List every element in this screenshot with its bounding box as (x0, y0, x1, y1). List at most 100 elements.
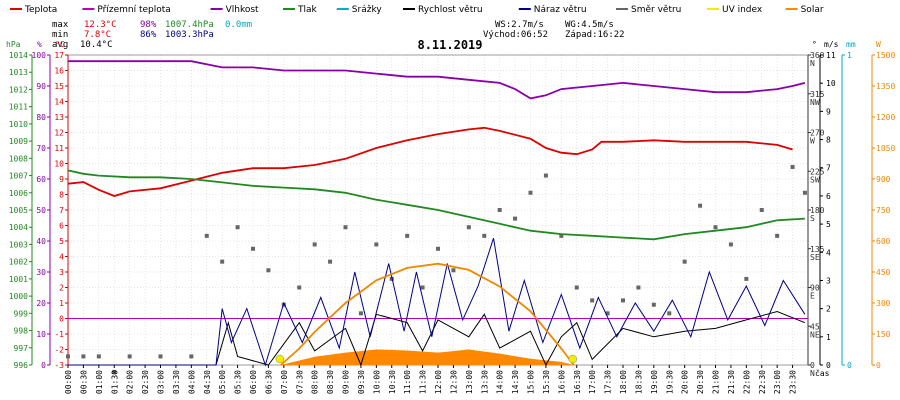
humidity-tick-label: 30 (36, 268, 46, 277)
temperature-tick-label: 1 (59, 299, 64, 308)
direction-compass-label: S (810, 214, 815, 223)
stat-min-temp: 7.8°C (84, 30, 111, 40)
temperature-tick-label: 16 (54, 67, 64, 76)
x-tick-label: 04:00 (187, 370, 196, 394)
wind-direction-point (682, 259, 687, 264)
stat-avg-temp: 10.4°C (80, 40, 113, 50)
legend-label: Vlhkost (226, 5, 259, 15)
sunset-info: Západ:16:22 (565, 30, 625, 40)
temperature-tick-label: 13 (54, 113, 64, 122)
wind-tick-label: 11 (826, 51, 836, 60)
x-axis-label: čas (815, 368, 830, 378)
legend-label: Náraz větru (534, 5, 587, 15)
direction-tick-label: 90 (810, 284, 820, 293)
direction-compass-label: W (810, 137, 815, 146)
stat-max-temp: 12.3°C (84, 20, 117, 30)
direction-tick-label: 360 (810, 51, 825, 60)
x-tick-label: 09:30 (357, 370, 366, 394)
pressure-tick-label: 1000 (9, 292, 28, 301)
wind-direction-point (96, 354, 101, 359)
wind-direction-point (559, 233, 564, 238)
x-tick-label: 08:30 (326, 370, 335, 394)
pressure-tick-label: 999 (14, 309, 29, 318)
temperature-tick-label: 5 (59, 237, 64, 246)
wind-direction-point (66, 354, 70, 359)
legend-label: Tlak (297, 5, 318, 15)
x-tick-label: 05:30 (234, 370, 243, 394)
x-tick-label: 04:30 (203, 370, 212, 394)
wind-direction-point (112, 369, 117, 374)
wind-tick-label: 0 (826, 361, 831, 370)
wind-tick-label: 6 (826, 192, 831, 201)
direction-compass-label: E (810, 292, 815, 301)
x-tick-label: 19:30 (665, 370, 674, 394)
stat-max-press: 1007.4hPa (165, 20, 214, 30)
x-tick-label: 00:00 (64, 370, 73, 394)
stat-min-hum: 86% (140, 30, 157, 40)
direction-tick-label: 270 (810, 129, 825, 138)
temperature-tick-label: -2 (54, 346, 64, 355)
solar-tick-label: 150 (876, 330, 891, 339)
x-tick-label: 07:30 (295, 370, 304, 394)
x-tick-label: 20:30 (696, 370, 705, 394)
stats-block: max 12.3°C 98% 1007.4hPa 0.0mm min 7.8°C… (52, 20, 625, 50)
wind-direction-point (451, 268, 456, 273)
direction-compass-label: SW (810, 175, 820, 184)
x-tick-label: 06:30 (264, 370, 273, 394)
stat-max-hum: 98% (140, 20, 157, 30)
stat-max-label: max (52, 20, 69, 30)
wind-direction-point (466, 225, 471, 230)
x-tick-label: 05:00 (218, 370, 227, 394)
sunrise-info: Východ:06:52 (483, 30, 548, 40)
x-tick-label: 21:30 (727, 370, 736, 394)
sunrise-marker (275, 354, 285, 364)
direction-tick-label: 0 (810, 361, 815, 370)
x-tick-label: 12:00 (434, 370, 443, 394)
wind-tick-label: 7 (826, 164, 831, 173)
wind-direction-point (497, 208, 502, 212)
wind-direction-point (651, 302, 656, 307)
temperature-tick-label: 14 (54, 98, 64, 107)
x-tick-label: 12:30 (449, 370, 458, 394)
wind-direction-point (343, 225, 348, 230)
wind-tick-label: 2 (826, 305, 831, 314)
solar-area (280, 349, 574, 365)
wind-direction-point (728, 242, 733, 247)
legend-label: Rychlost větru (418, 5, 483, 15)
x-tick-label: 13:00 (465, 370, 474, 394)
x-tick-label: 08:00 (311, 370, 320, 394)
solar-tick-label: 1350 (876, 82, 895, 91)
press-unit-label: hPa (6, 40, 21, 49)
temperature-tick-label: 6 (59, 222, 64, 231)
x-tick-label: 18:00 (619, 370, 628, 394)
direction-tick-label: 180 (810, 206, 825, 215)
direction-tick-label: 45 (810, 322, 820, 331)
plot-area (66, 60, 808, 374)
direction-tick-label: 225 (810, 167, 825, 176)
wind-direction-point (513, 216, 518, 221)
legend-label: Srážky (352, 5, 383, 15)
solar-tick-label: 900 (876, 175, 891, 184)
series-line-wind (68, 238, 806, 367)
wind-tick-label: 5 (826, 220, 831, 229)
wind-direction-point (590, 298, 595, 303)
x-tick-label: 16:00 (557, 370, 566, 394)
temperature-tick-label: 11 (54, 144, 64, 153)
wind-speed-info: WS:2.7m/s (495, 20, 544, 30)
solar-tick-label: 1050 (876, 144, 895, 153)
temperature-tick-label: 15 (54, 82, 64, 91)
wind-direction-point (744, 276, 749, 281)
speed-unit-label: m/s (824, 40, 839, 49)
x-tick-label: 19:00 (650, 370, 659, 394)
wind-tick-label: 10 (826, 79, 836, 88)
x-tick-label: 10:00 (372, 370, 381, 394)
series-line-temperature (67, 126, 793, 197)
humidity-tick-label: 40 (36, 237, 46, 246)
wind-direction-point (374, 242, 379, 247)
series-line-pressure (67, 169, 805, 241)
pressure-tick-label: 1005 (9, 206, 28, 215)
x-tick-label: 17:30 (604, 370, 613, 394)
series-line-wind (68, 310, 806, 367)
wind-direction-point (358, 311, 363, 316)
wind-direction-point (713, 225, 718, 230)
